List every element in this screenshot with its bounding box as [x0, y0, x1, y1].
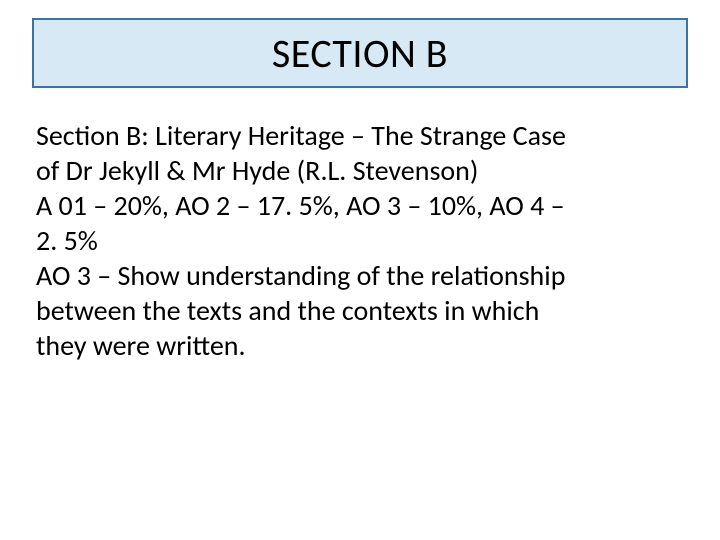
slide: SECTION B Section B: Literary Heritage –… [0, 0, 720, 540]
body-line-1: Section B: Literary Heritage – The Stran… [36, 118, 684, 153]
body-line-3: A 01 – 20%, AO 2 – 17. 5%, AO 3 – 10%, A… [36, 188, 684, 223]
slide-title: SECTION B [272, 29, 448, 78]
title-box: SECTION B [32, 18, 688, 88]
body-line-2: of Dr Jekyll & Mr Hyde (R.L. Stevenson) [36, 153, 684, 188]
body-line-6: between the texts and the contexts in wh… [36, 293, 684, 328]
body-line-4: 2. 5% [36, 223, 684, 258]
body-text-area: Section B: Literary Heritage – The Stran… [36, 118, 684, 363]
body-line-5: AO 3 – Show understanding of the relatio… [36, 258, 684, 293]
body-line-7: they were written. [36, 328, 684, 363]
